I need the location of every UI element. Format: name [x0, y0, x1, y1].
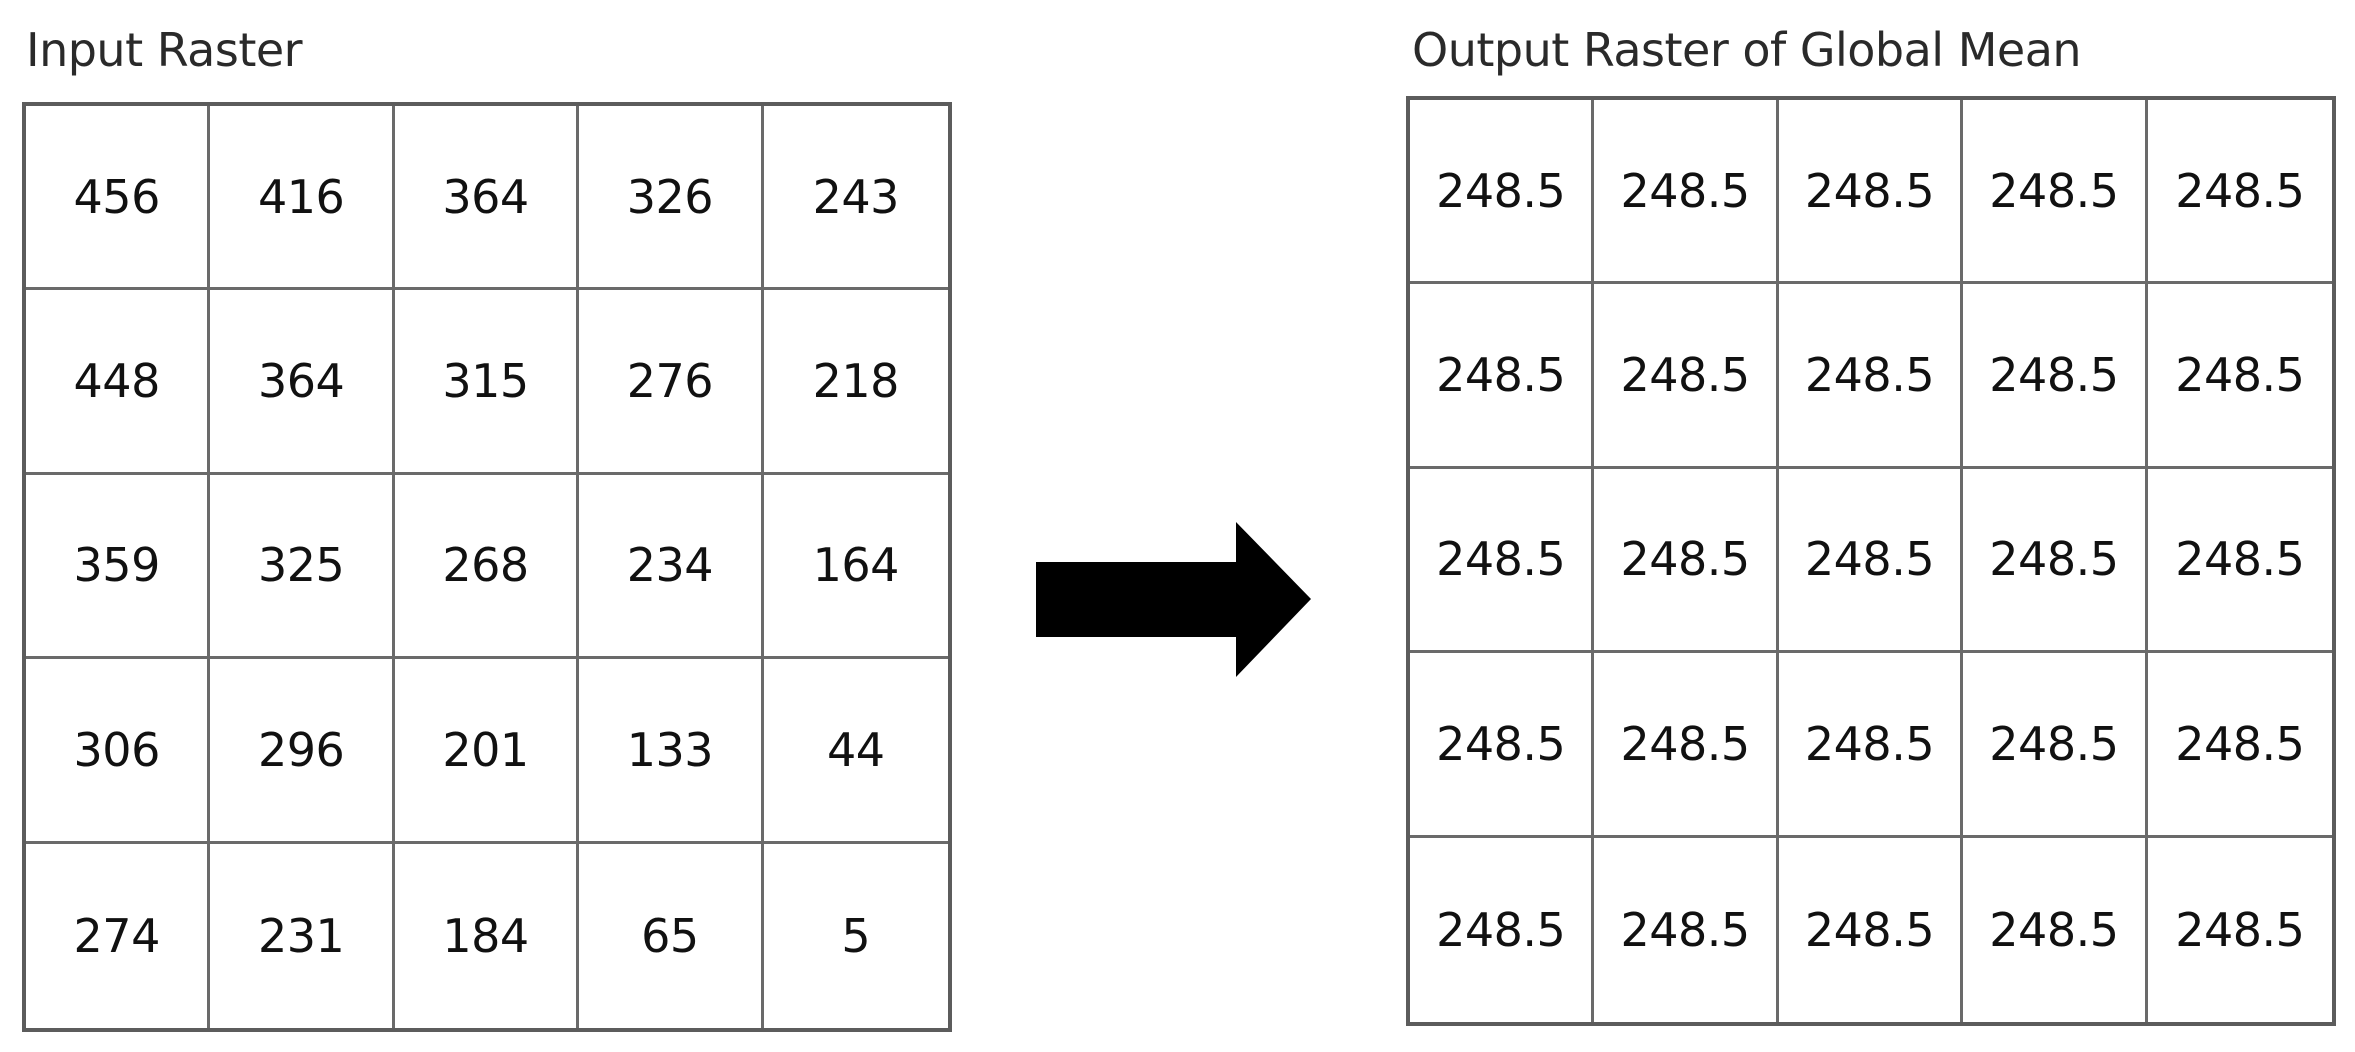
raster-cell: 218 [763, 290, 948, 475]
raster-cell: 248.5 [1410, 284, 1595, 469]
raster-cell: 248.5 [1779, 837, 1964, 1022]
raster-cell: 248.5 [1410, 468, 1595, 654]
raster-cell: 231 [210, 843, 395, 1028]
raster-cell: 248.5 [2175, 902, 2305, 957]
raster-cell: 274 [26, 843, 211, 1028]
raster-cell: 364 [394, 106, 580, 291]
input-raster-grid: 456 416 364 326 243 448 364 315 276 218 359 325 268 2… [22, 102, 952, 1032]
raster-cell: 248.5 [1963, 284, 2148, 469]
raster-cell: 248.5 [1963, 837, 2148, 1022]
raster-cell: 248.5 [1963, 468, 2148, 654]
raster-cell: 315 [394, 290, 580, 475]
raster-cell: 248.5 [2147, 653, 2332, 838]
raster-cell: 359 [26, 474, 211, 660]
raster-cell: 248.5 [1594, 468, 1779, 654]
raster-cell: 416 [210, 106, 395, 291]
raster-cell: 44 [763, 659, 948, 844]
right-arrow-icon [1036, 522, 1311, 677]
output-raster-title: Output Raster of Global Mean [1412, 23, 2082, 77]
raster-cell: 306 [26, 659, 211, 844]
raster-cell: 248.5 [2147, 284, 2332, 469]
raster-cell: 268 [394, 474, 580, 660]
raster-cell: 296 [210, 659, 395, 844]
raster-cell: 201 [394, 659, 580, 844]
raster-cell: 248.5 [1778, 653, 1964, 838]
raster-cell: 276 [579, 290, 764, 475]
raster-cell: 364 [210, 290, 395, 475]
raster-cell: 248.5 [2147, 100, 2332, 285]
raster-cell: 164 [763, 475, 948, 660]
raster-cell: 448 [26, 290, 211, 475]
raster-cell: 248.5 [1594, 653, 1779, 838]
raster-cell: 133 [579, 659, 764, 844]
raster-cell: 243 [763, 106, 948, 291]
raster-cell: 248.5 [1410, 837, 1595, 1022]
raster-cell: 184 [395, 843, 580, 1028]
raster-cell: 234 [579, 474, 764, 660]
raster-cell: 248.5 [2147, 469, 2332, 654]
raster-cell: 248.5 [1594, 100, 1779, 285]
raster-cell: 248.5 [1410, 100, 1595, 285]
raster-cell: 248.5 [1410, 653, 1595, 838]
raster-cell: 5 [841, 908, 871, 963]
input-raster-title: Input Raster [26, 23, 303, 77]
raster-cell: 248.5 [1778, 284, 1964, 469]
raster-cell: 248.5 [1594, 284, 1779, 469]
raster-cell: 248.5 [1778, 100, 1964, 285]
raster-cell: 248.5 [1778, 468, 1964, 654]
raster-cell: 325 [210, 474, 395, 660]
arrow-shape [1036, 522, 1311, 677]
raster-cell: 326 [579, 106, 764, 291]
raster-cell: 248.5 [1963, 100, 2148, 285]
raster-cell: 65 [579, 843, 764, 1028]
output-raster-grid: 248.5 248.5 248.5 248.5 248.5 248.5 248.5 248.5… [1406, 96, 2336, 1026]
raster-cell: 456 [26, 106, 211, 291]
raster-cell: 248.5 [1963, 653, 2148, 838]
raster-cell: 248.5 [1594, 837, 1779, 1022]
